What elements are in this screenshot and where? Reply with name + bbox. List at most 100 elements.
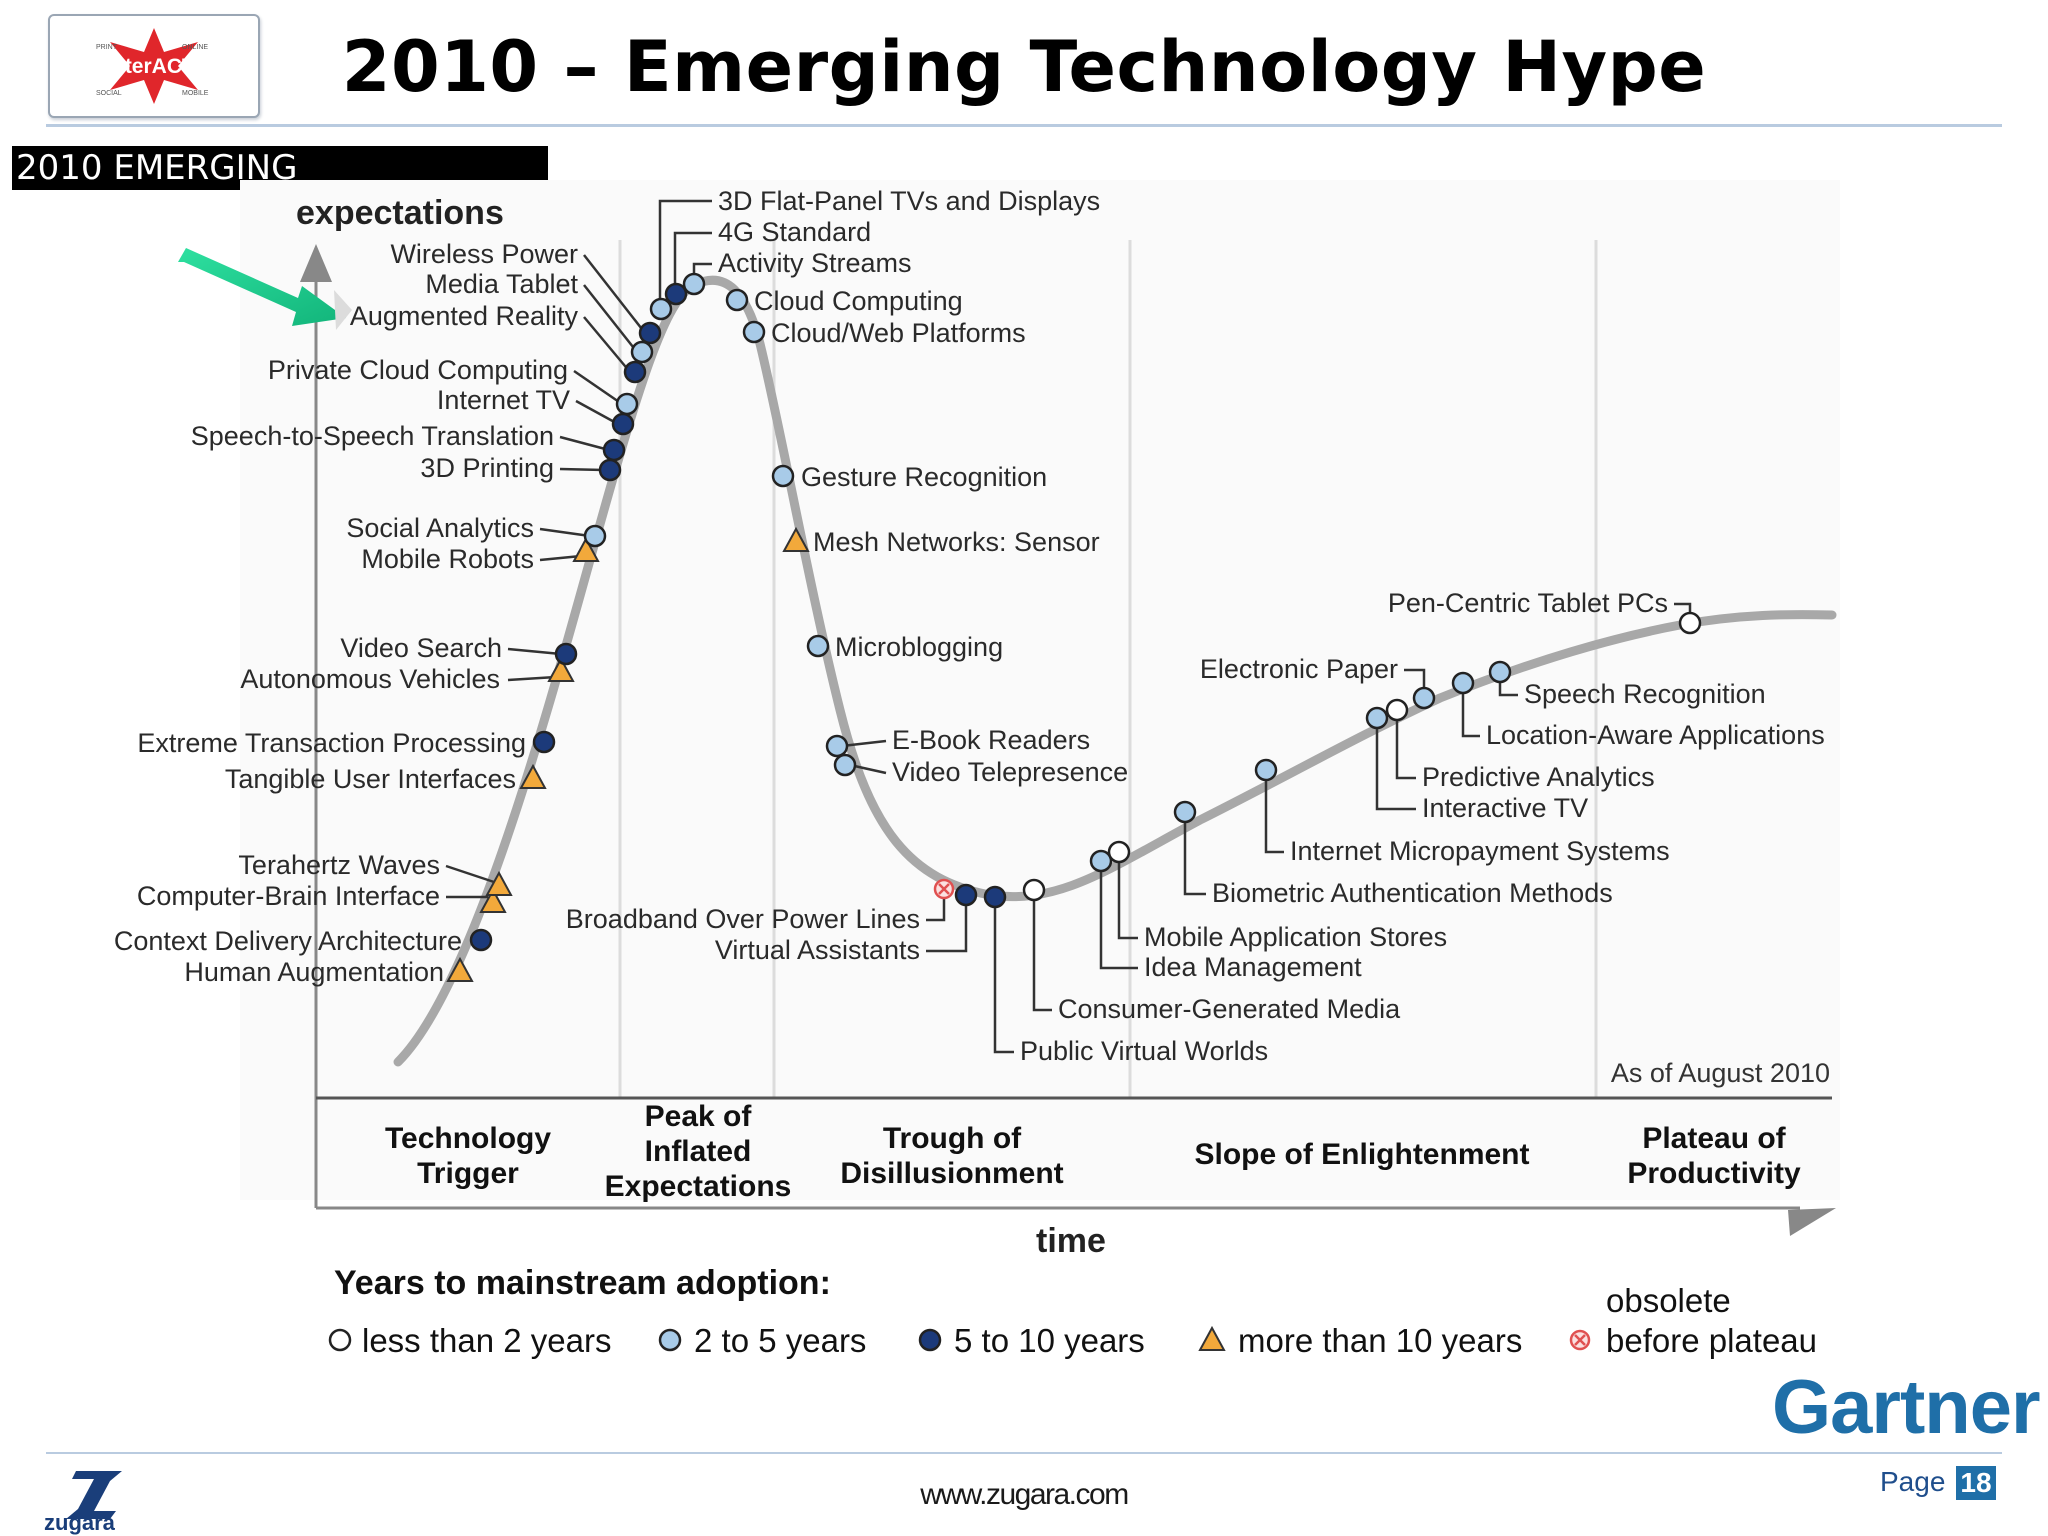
- tech-label-consumer-generated-media: Consumer-Generated Media: [1058, 994, 1401, 1024]
- footer-url[interactable]: www.zugara.com: [920, 1478, 1129, 1511]
- connector-private-cloud-computing: [573, 369, 623, 406]
- tech-label-media-tablet: Media Tablet: [425, 269, 578, 299]
- marker-pen-centric-tablet-pcs: [1678, 611, 1702, 635]
- tech-label-mesh-networks-sensor: Mesh Networks: Sensor: [813, 527, 1100, 557]
- marker-context-delivery-architecture: [469, 928, 493, 952]
- tech-label-location-aware-applications: Location-Aware Applications: [1486, 720, 1825, 750]
- plot-background: [240, 180, 1840, 1200]
- tech-label-human-augmentation: Human Augmentation: [184, 957, 444, 987]
- tech-label-mobile-robots: Mobile Robots: [361, 544, 534, 574]
- legend-marker-obsolete-before-plateau: [1569, 1329, 1591, 1351]
- interact-logo: InterACT! PRINT ONLINE SOCIAL MOBILE: [48, 14, 260, 118]
- y-axis-label: expectations: [296, 194, 504, 232]
- tech-label-cloud-computing: Cloud Computing: [754, 286, 963, 316]
- tech-label-mobile-application-stores: Mobile Application Stores: [1144, 922, 1447, 952]
- marker-e-book-readers: [825, 734, 849, 758]
- connector-consumer-generated-media: [1032, 896, 1052, 1012]
- marker-speech-recognition: [1488, 660, 1512, 684]
- marker-internet-tv: [611, 412, 635, 436]
- marker-media-tablet: [630, 340, 654, 364]
- tech-label-4g-standard: 4G Standard: [718, 217, 871, 247]
- marker-4g-standard: [664, 282, 688, 306]
- connector-internet-tv: [575, 399, 619, 426]
- tech-label-social-analytics: Social Analytics: [346, 513, 534, 543]
- phase-label-trough-of-disillusionment: Trough of Disillusionment: [840, 1122, 1063, 1190]
- logo-corner-mobile: MOBILE: [182, 90, 209, 97]
- tech-label-context-delivery-architecture: Context Delivery Architecture: [114, 926, 462, 956]
- connector-virtual-assistants: [926, 901, 968, 953]
- tech-label-3d-flat-panel-tvs-and-displays: 3D Flat-Panel TVs and Displays: [718, 186, 1100, 216]
- marker-augmented-reality: [623, 360, 647, 384]
- tech-label-gesture-recognition: Gesture Recognition: [801, 462, 1047, 492]
- legend-label-less-than-2-years: less than 2 years: [362, 1322, 611, 1359]
- marker-location-aware-applications: [1451, 671, 1475, 695]
- connector-3d-printing: [559, 467, 605, 472]
- phase-label-technology-trigger: Technology Trigger: [385, 1122, 551, 1190]
- tech-label-cloud-web-platforms: Cloud/Web Platforms: [771, 318, 1026, 348]
- marker-predictive-analytics: [1385, 698, 1409, 722]
- legend-title: Years to mainstream adoption:: [334, 1264, 831, 1302]
- tech-label-broadband-over-power-lines: Broadband Over Power Lines: [566, 904, 920, 934]
- connector-electronic-paper: [1404, 668, 1426, 692]
- marker-cloud-computing: [725, 288, 749, 312]
- legend-label-more-than-10-years: more than 10 years: [1238, 1322, 1522, 1359]
- zugara-logo-icon: [66, 1471, 122, 1519]
- tech-label-speech-to-speech-translation: Speech-to-Speech Translation: [191, 421, 554, 451]
- connector-mobile-robots: [539, 554, 582, 562]
- tech-label-video-telepresence: Video Telepresence: [892, 757, 1128, 787]
- marker-biometric-authentication-methods: [1173, 800, 1197, 824]
- tech-label-autonomous-vehicles: Autonomous Vehicles: [240, 664, 500, 694]
- marker-public-virtual-worlds: [983, 885, 1007, 909]
- marker-tangible-user-interfaces: [519, 763, 547, 789]
- marker-3d-printing: [598, 458, 622, 482]
- marker-electronic-paper: [1412, 686, 1436, 710]
- legend-label-5-to-10-years: 5 to 10 years: [954, 1322, 1145, 1359]
- marker-video-telepresence: [833, 753, 857, 777]
- connector-autonomous-vehicles: [507, 675, 557, 682]
- tech-label-activity-streams: Activity Streams: [718, 248, 912, 278]
- marker-wireless-power: [638, 321, 662, 345]
- connector-broadband-over-power-lines: [926, 895, 946, 922]
- connector-3d-flat-panel-tvs-and-displays: [658, 199, 712, 309]
- tech-label-wireless-power: Wireless Power: [390, 239, 578, 269]
- marker-broadband-over-power-lines: [933, 878, 955, 900]
- x-axis-arrowhead: [1788, 1208, 1836, 1236]
- connector-wireless-power: [583, 254, 646, 334]
- marker-extreme-transaction-processing: [532, 730, 556, 754]
- marker-gesture-recognition: [771, 464, 795, 488]
- logo-corner-social: SOCIAL: [96, 90, 122, 97]
- connector-video-search: [507, 647, 562, 656]
- legend-marker-5-to-10-years: [918, 1328, 942, 1352]
- legend-label-2-to-5-years: 2 to 5 years: [694, 1322, 866, 1359]
- tech-label-3d-printing: 3D Printing: [420, 453, 554, 483]
- legend-label-obsolete-before-plateau: obsolete before plateau: [1606, 1282, 1817, 1359]
- footer-rule: [46, 1452, 2002, 1454]
- marker-computer-brain-interface: [479, 887, 507, 913]
- tech-label-pen-centric-tablet-pcs: Pen-Centric Tablet PCs: [1388, 588, 1668, 618]
- connector-biometric-authentication-methods: [1183, 818, 1206, 896]
- marker-speech-to-speech-translation: [602, 438, 626, 462]
- phase-label-peak-of-inflated-expectations: Peak of Inflated Expectations: [605, 1100, 792, 1203]
- marker-mobile-robots: [572, 536, 600, 562]
- logo-corner-online: ONLINE: [182, 44, 209, 51]
- marker-human-augmentation: [446, 956, 474, 982]
- legend-marker-more-than-10-years: [1198, 1325, 1226, 1351]
- marker-private-cloud-computing: [615, 392, 639, 416]
- marker-mesh-networks-sensor: [782, 526, 810, 552]
- marker-terahertz-waves: [485, 870, 513, 896]
- header-rule: [46, 124, 2002, 127]
- phase-label-plateau-of-productivity: Plateau of Productivity: [1627, 1122, 1801, 1190]
- legend-marker-less-than-2-years: [328, 1328, 352, 1352]
- connector-predictive-analytics: [1395, 716, 1416, 780]
- marker-activity-streams: [682, 272, 706, 296]
- tech-label-biometric-authentication-methods: Biometric Authentication Methods: [1212, 878, 1613, 908]
- tech-label-internet-micropayment-systems: Internet Micropayment Systems: [1290, 836, 1670, 866]
- tech-label-private-cloud-computing: Private Cloud Computing: [268, 355, 568, 385]
- interact-logo-star: [110, 28, 198, 104]
- connector-4g-standard: [673, 231, 712, 294]
- page-label: Page: [1880, 1466, 1946, 1497]
- legend-marker-2-to-5-years: [658, 1328, 682, 1352]
- tech-label-predictive-analytics: Predictive Analytics: [1422, 762, 1655, 792]
- connector-internet-micropayment-systems: [1264, 776, 1284, 854]
